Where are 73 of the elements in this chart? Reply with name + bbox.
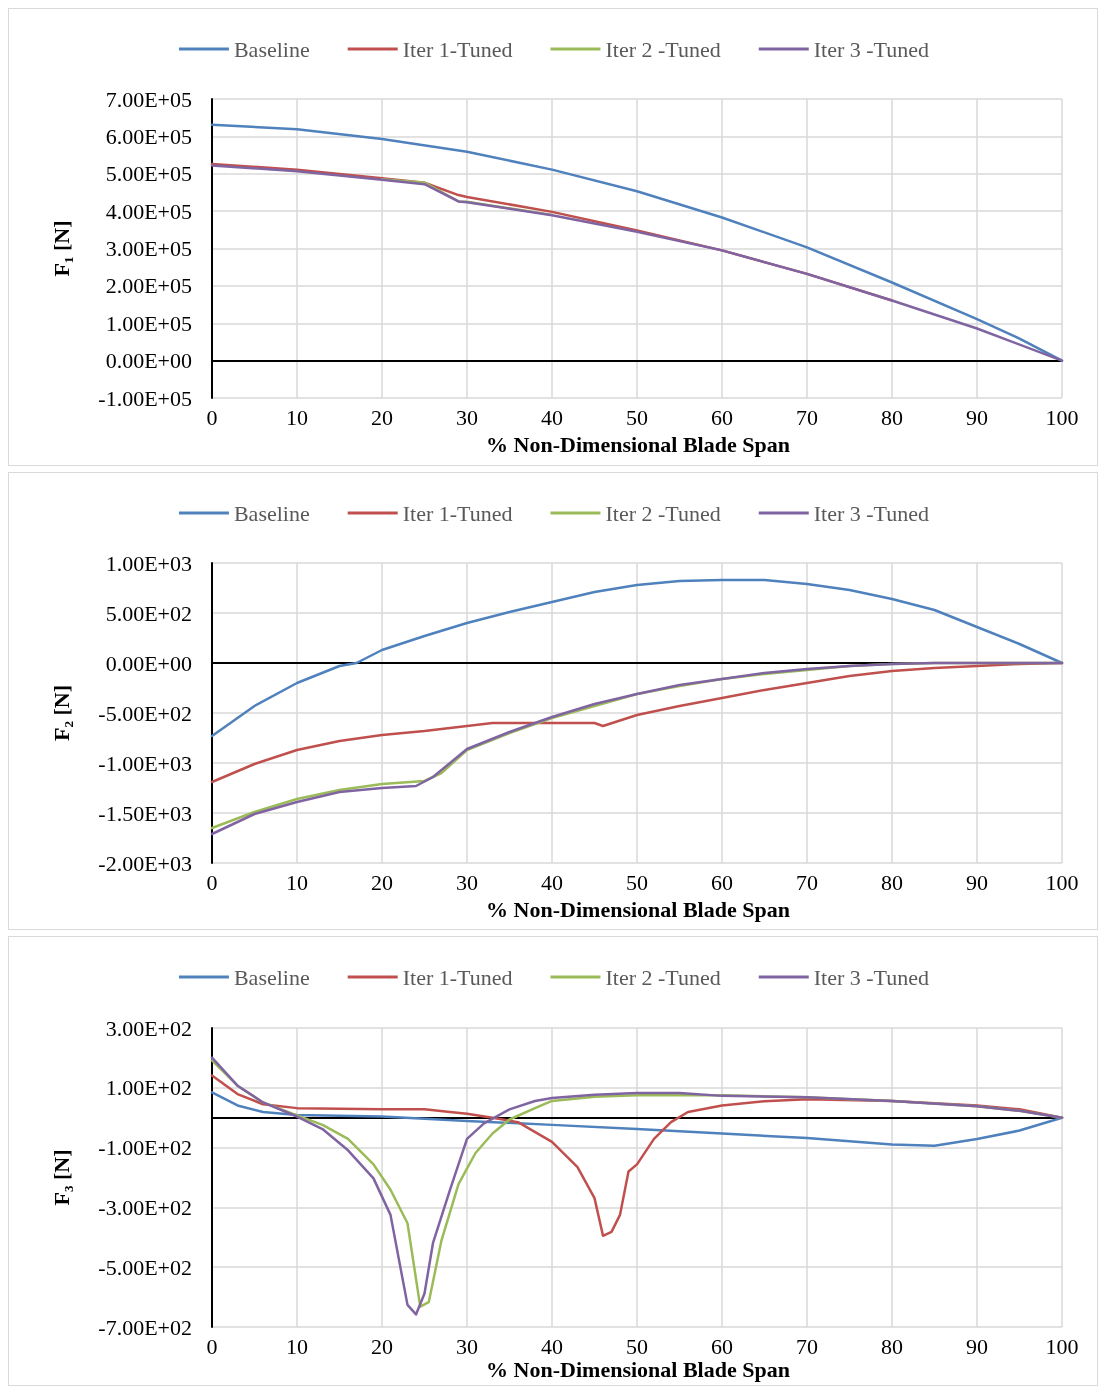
y-tick-label: -2.00E+03 bbox=[98, 850, 192, 876]
x-tick-label: 0 bbox=[206, 869, 218, 895]
y-tick-label: -5.00E+02 bbox=[98, 1254, 192, 1280]
y-tick-label: -1.00E+05 bbox=[98, 385, 192, 411]
y-tick-label: -1.00E+03 bbox=[98, 750, 192, 776]
legend-label: Iter 2 -Tuned bbox=[605, 964, 721, 990]
y-tick-label: 1.00E+05 bbox=[105, 310, 192, 336]
legend-label: Iter 1-Tuned bbox=[402, 500, 513, 526]
x-tick-label: 50 bbox=[626, 404, 648, 430]
x-tick-label: 20 bbox=[371, 404, 393, 430]
legend-label: Iter 3 -Tuned bbox=[813, 36, 930, 62]
x-tick-label: 100 bbox=[1045, 869, 1079, 895]
y-axis-title: F₁ [N] bbox=[48, 220, 74, 277]
x-tick-label: 10 bbox=[286, 869, 308, 895]
legend-label: Iter 1-Tuned bbox=[402, 36, 513, 62]
y-tick-label: 2.00E+05 bbox=[105, 273, 192, 299]
x-tick-label: 30 bbox=[456, 404, 478, 430]
x-tick-label: 20 bbox=[371, 1333, 393, 1359]
x-tick-label: 70 bbox=[796, 404, 818, 430]
x-tick-label: 10 bbox=[286, 1333, 308, 1359]
legend-label: Iter 3 -Tuned bbox=[813, 964, 930, 990]
y-tick-label: 5.00E+02 bbox=[105, 600, 192, 626]
x-tick-label: 100 bbox=[1045, 404, 1079, 430]
x-tick-label: 80 bbox=[881, 1333, 903, 1359]
y-tick-label: 6.00E+05 bbox=[105, 123, 192, 149]
x-tick-label: 0 bbox=[206, 404, 218, 430]
x-tick-label: 90 bbox=[966, 869, 988, 895]
y-tick-label: 5.00E+05 bbox=[105, 161, 192, 187]
y-tick-label: 4.00E+05 bbox=[105, 198, 192, 224]
x-tick-label: 30 bbox=[456, 1333, 478, 1359]
legend-label: Iter 1-Tuned bbox=[402, 964, 513, 990]
x-axis-title: % Non-Dimensional Blade Span bbox=[486, 896, 790, 922]
y-axis-title: F₃ [N] bbox=[48, 1149, 74, 1206]
x-tick-label: 70 bbox=[796, 869, 818, 895]
x-axis-title: % Non-Dimensional Blade Span bbox=[486, 1356, 790, 1382]
x-tick-label: 50 bbox=[626, 869, 648, 895]
y-tick-label: 0.00E+00 bbox=[105, 650, 192, 676]
x-tick-label: 40 bbox=[541, 404, 563, 430]
legend-label: Baseline bbox=[233, 964, 310, 990]
y-tick-label: 1.00E+02 bbox=[105, 1075, 192, 1101]
x-axis-title: % Non-Dimensional Blade Span bbox=[486, 431, 790, 457]
x-tick-label: 20 bbox=[371, 869, 393, 895]
y-axis-title: F₂ [N] bbox=[48, 684, 74, 742]
legend-label: Baseline bbox=[233, 500, 310, 526]
x-tick-label: 80 bbox=[881, 404, 903, 430]
x-tick-label: 40 bbox=[541, 1333, 563, 1359]
x-tick-label: 90 bbox=[966, 404, 988, 430]
x-tick-label: 40 bbox=[541, 869, 563, 895]
y-tick-label: -5.00E+02 bbox=[98, 700, 192, 726]
y-tick-label: 1.00E+03 bbox=[105, 550, 192, 576]
legend-label: Iter 2 -Tuned bbox=[605, 500, 721, 526]
y-tick-label: 3.00E+05 bbox=[105, 236, 192, 261]
x-tick-label: 90 bbox=[966, 1333, 988, 1359]
y-tick-label: -1.00E+02 bbox=[98, 1135, 192, 1161]
y-tick-label: -3.00E+02 bbox=[98, 1194, 192, 1220]
y-tick-label: -1.50E+03 bbox=[98, 800, 192, 826]
legend-label: Iter 3 -Tuned bbox=[813, 500, 930, 526]
x-tick-label: 0 bbox=[206, 1333, 218, 1359]
x-tick-label: 50 bbox=[626, 1333, 648, 1359]
x-tick-label: 80 bbox=[881, 869, 903, 895]
y-tick-label: 3.00E+02 bbox=[105, 1015, 192, 1041]
y-tick-label: 7.00E+05 bbox=[105, 86, 192, 112]
x-tick-label: 30 bbox=[456, 869, 478, 895]
x-tick-label: 60 bbox=[711, 1333, 733, 1359]
legend-label: Baseline bbox=[233, 36, 310, 62]
y-tick-label: -7.00E+02 bbox=[98, 1314, 192, 1340]
x-tick-label: 10 bbox=[286, 404, 308, 430]
x-tick-label: 70 bbox=[796, 1333, 818, 1359]
legend-label: Iter 2 -Tuned bbox=[605, 36, 721, 62]
x-tick-label: 60 bbox=[711, 404, 733, 430]
y-tick-label: 0.00E+00 bbox=[105, 348, 192, 374]
x-tick-label: 100 bbox=[1045, 1333, 1079, 1359]
x-tick-label: 60 bbox=[711, 869, 733, 895]
